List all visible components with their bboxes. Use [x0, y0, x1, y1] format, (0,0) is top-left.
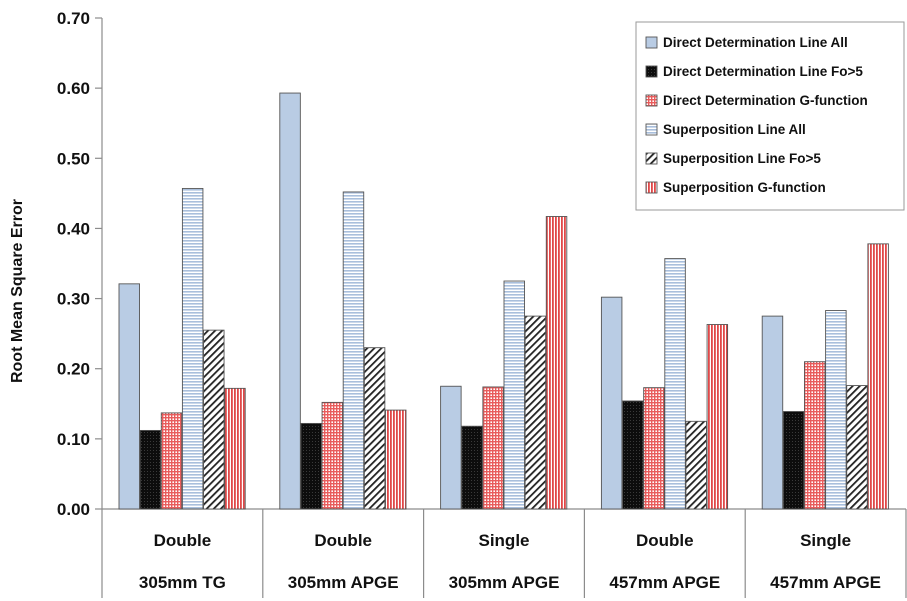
legend-label: Superposition Line All: [663, 122, 806, 137]
bar: [203, 329, 225, 510]
x-category-label: Single: [478, 531, 529, 550]
bar: [545, 216, 568, 510]
legend-swatch: [645, 36, 658, 49]
x-category-sublabel: 457mm APGE: [609, 573, 720, 592]
y-tick-label: 0.20: [57, 360, 90, 379]
bar: [363, 347, 386, 510]
legend-label: Superposition G-function: [663, 180, 826, 195]
x-category-label: Double: [314, 531, 372, 550]
y-tick-label: 0.70: [57, 9, 90, 28]
x-category-sublabel: 305mm APGE: [288, 573, 399, 592]
x-category-label: Double: [154, 531, 212, 550]
legend-label: Direct Determination Line All: [663, 35, 848, 50]
y-axis-title: Root Mean Square Error: [9, 199, 26, 383]
bar: [825, 310, 847, 510]
bar: [224, 387, 246, 510]
bar: [300, 422, 322, 510]
bar: [321, 401, 344, 510]
legend-label: Superposition Line Fo>5: [663, 151, 821, 166]
x-category-label: Single: [800, 531, 851, 550]
bar: [867, 243, 889, 510]
bar: [685, 420, 707, 510]
legend-swatch: [645, 94, 658, 107]
bar: [761, 315, 784, 510]
bar: [664, 258, 686, 510]
y-tick-label: 0.50: [57, 149, 90, 168]
bar: [503, 280, 525, 510]
legend-swatch: [645, 152, 658, 165]
bar: [846, 385, 868, 510]
bar: [385, 409, 407, 510]
bar: [461, 425, 483, 510]
bar: [643, 387, 665, 510]
legend: Direct Determination Line All Direct Dete…: [635, 21, 905, 211]
bar: [524, 315, 547, 510]
bar: [804, 361, 826, 510]
bar: [600, 296, 623, 510]
legend-swatch: [645, 181, 658, 194]
bar: [440, 385, 462, 510]
y-tick-label: 0.10: [57, 430, 90, 449]
bar: [706, 324, 729, 510]
x-category-sublabel: 305mm TG: [139, 573, 226, 592]
bars: [118, 92, 889, 510]
y-tick-label: 0.00: [57, 500, 90, 519]
legend-label: Direct Determination Line Fo>5: [663, 64, 863, 79]
bar: [118, 283, 140, 510]
y-tick-label: 0.40: [57, 219, 90, 238]
bar: [482, 386, 504, 510]
x-category-sublabel: 457mm APGE: [770, 573, 881, 592]
bar: [181, 187, 204, 510]
bar: [279, 92, 301, 510]
legend-label: Direct Determination G-function: [663, 93, 868, 108]
y-tick-label: 0.60: [57, 79, 90, 98]
x-category-label: Double: [636, 531, 694, 550]
bar: [622, 400, 644, 510]
legend-swatch: [645, 65, 658, 78]
axes: 0.00 0.10 0.20 0.30 0.40 0.50 0.60 0.70 Double 30…: [57, 9, 907, 598]
legend-box: [635, 21, 905, 211]
bar: [139, 429, 162, 510]
y-tick-label: 0.30: [57, 290, 90, 309]
legend-swatch: [645, 123, 658, 136]
bar: [782, 411, 805, 510]
bar: [342, 191, 365, 510]
bar: [160, 412, 183, 510]
x-category-sublabel: 305mm APGE: [449, 573, 560, 592]
